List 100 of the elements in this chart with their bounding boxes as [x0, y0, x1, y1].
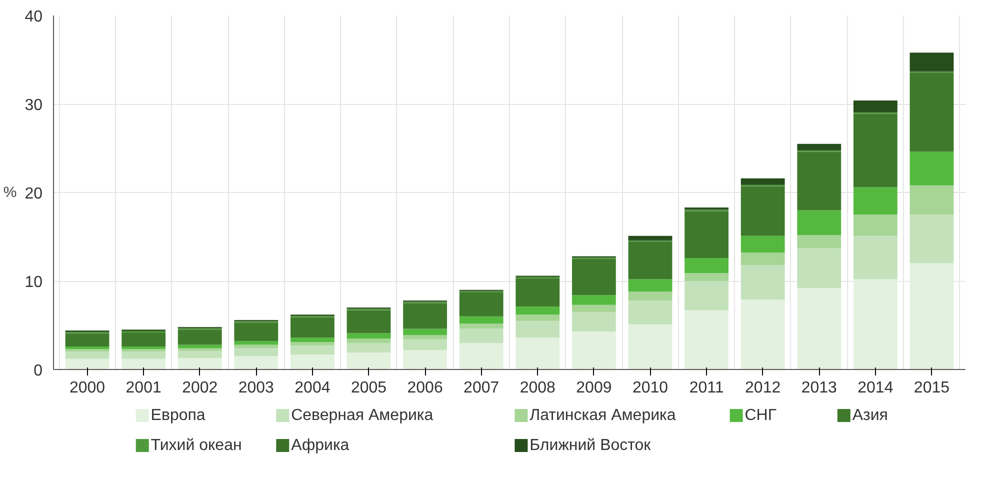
- x-tick-label: 2000: [69, 380, 106, 396]
- bar: [65, 346, 110, 350]
- bar: [459, 316, 504, 324]
- x-tick-label: 2015: [914, 380, 950, 396]
- bar: [122, 332, 166, 346]
- bar: [346, 310, 391, 334]
- bar: [178, 358, 222, 370]
- bar: [516, 278, 560, 307]
- y-tick-label: 20: [24, 186, 43, 202]
- bar: [234, 356, 278, 370]
- bar: [853, 100, 898, 112]
- bar: [910, 214, 954, 264]
- bar: [403, 339, 448, 350]
- bar: [684, 281, 728, 310]
- bar: [290, 346, 334, 354]
- x-tick-label: 2013: [801, 380, 838, 396]
- bar: [910, 52, 954, 72]
- bar: [234, 348, 278, 356]
- y-tick-label: 30: [24, 97, 43, 114]
- legend-label: Европа: [150, 407, 206, 424]
- bar: [797, 234, 842, 248]
- x-tick-label: 2005: [350, 380, 387, 396]
- bar: [178, 348, 222, 351]
- bar: [346, 342, 391, 353]
- bar: [122, 346, 166, 350]
- bar: [740, 186, 785, 236]
- bar: [516, 314, 560, 321]
- bar: [459, 328, 504, 343]
- legend-label: Северная Америка: [291, 407, 434, 424]
- x-tick-label: 2008: [520, 380, 556, 396]
- legend-label: СНГ: [744, 407, 777, 424]
- bar: [628, 236, 672, 240]
- bar: [516, 338, 560, 370]
- x-tick-label: 2003: [238, 380, 274, 396]
- bar: [346, 352, 391, 370]
- bar: [853, 236, 898, 280]
- bar: [684, 310, 728, 370]
- legend-label: Латинская Америка: [530, 407, 676, 424]
- bar: [853, 279, 898, 370]
- bar: [572, 304, 616, 312]
- bar: [797, 248, 842, 288]
- bar: [403, 303, 448, 329]
- y-axis-title: %: [3, 184, 17, 201]
- bar: [122, 349, 166, 352]
- x-tick-label: 2001: [126, 380, 162, 396]
- bar: [853, 214, 898, 236]
- bar: [516, 306, 560, 315]
- x-tick-label: 2002: [182, 380, 218, 396]
- bar: [740, 265, 785, 300]
- bar: [797, 210, 842, 235]
- bar: [910, 73, 954, 152]
- bar: [628, 300, 672, 324]
- bar: [740, 178, 785, 185]
- bar: [516, 320, 560, 338]
- bar: [234, 344, 278, 348]
- bar: [684, 258, 728, 274]
- bar: [459, 323, 504, 329]
- bar: [910, 185, 954, 215]
- bar: [740, 236, 785, 253]
- bar: [853, 114, 898, 188]
- bar: [740, 300, 785, 370]
- bar: [628, 279, 672, 292]
- bar: [403, 334, 448, 340]
- x-tick-label: 2006: [407, 380, 443, 396]
- x-tick-label: 2010: [632, 380, 668, 396]
- x-tick-label: 2014: [858, 380, 894, 396]
- bar: [459, 292, 504, 316]
- bar: [628, 324, 672, 370]
- bar: [178, 344, 222, 348]
- bar: [403, 350, 448, 370]
- x-tick-label: 2012: [745, 380, 781, 396]
- bar: [346, 333, 391, 339]
- legend-label: Азия: [852, 407, 888, 424]
- bar: [234, 341, 278, 345]
- bar: [290, 317, 334, 338]
- bar: [740, 252, 785, 266]
- bar: [797, 288, 842, 370]
- legend-label: Африка: [291, 437, 350, 454]
- bar: [65, 349, 110, 352]
- x-tick-label: 2009: [576, 380, 612, 396]
- bar: [797, 144, 842, 150]
- bar: [65, 333, 110, 346]
- y-tick-label: 10: [24, 274, 43, 291]
- bar: [178, 330, 222, 345]
- bar: [290, 342, 334, 346]
- y-tick-label: 0: [34, 362, 43, 380]
- bar: [122, 358, 166, 370]
- x-tick-label: 2011: [689, 380, 724, 396]
- x-tick-label: 2004: [294, 380, 330, 396]
- bar: [572, 331, 616, 370]
- bar: [910, 152, 954, 186]
- bar: [684, 211, 728, 258]
- bar: [572, 258, 616, 296]
- bar: [628, 292, 672, 300]
- bar: [122, 352, 166, 359]
- bar: [65, 352, 110, 359]
- y-tick-label: 40: [24, 8, 43, 26]
- bar: [178, 350, 222, 358]
- bar: [65, 358, 110, 370]
- bar: [910, 263, 954, 370]
